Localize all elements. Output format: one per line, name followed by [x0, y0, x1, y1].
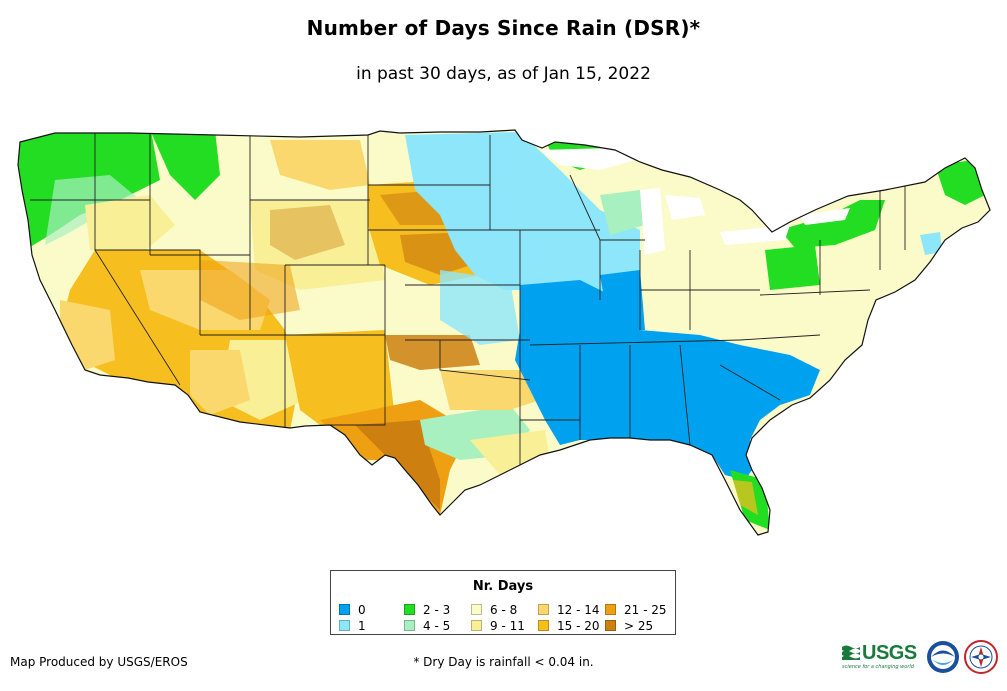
- dry-day-footnote: * Dry Day is rainfall < 0.04 in.: [413, 655, 594, 669]
- legend-item-6: 12 - 14: [538, 604, 600, 616]
- map-subtitle: in past 30 days, as of Jan 15, 2022: [356, 64, 651, 84]
- legend: Nr. Days 0 1 2 - 3 4 - 5 6 - 8 9 - 11 12…: [330, 570, 676, 635]
- legend-swatch: [339, 604, 350, 615]
- noaa-logo-icon: [927, 641, 959, 673]
- map-title: Number of Days Since Rain (DSR)*: [306, 16, 701, 40]
- legend-title: Nr. Days: [472, 579, 534, 594]
- legend-item-3: 4 - 5: [404, 620, 450, 632]
- legend-swatch: [339, 620, 350, 631]
- legend-swatch: [471, 604, 482, 615]
- map-credit: Map Produced by USGS/EROS: [10, 655, 188, 669]
- legend-swatch: [404, 604, 415, 615]
- legend-swatch: [538, 620, 549, 631]
- legend-item-1: 1: [339, 620, 366, 632]
- legend-item-7: 15 - 20: [538, 620, 600, 632]
- legend-swatch: [605, 620, 616, 631]
- legend-swatch: [471, 620, 482, 631]
- legend-item-8: 21 - 25: [605, 604, 667, 616]
- legend-item-9: > 25: [605, 620, 653, 632]
- legend-swatch: [538, 604, 549, 615]
- legend-item-5: 9 - 11: [471, 620, 525, 632]
- usgs-wave-icon: [842, 645, 860, 660]
- legend-swatch: [605, 604, 616, 615]
- legend-swatch: [404, 620, 415, 631]
- usgs-tagline: science for a changing world: [842, 664, 914, 670]
- legend-item-0: 0: [339, 604, 366, 616]
- legend-item-2: 2 - 3: [404, 604, 450, 616]
- agency-logos: USGS science for a changing world: [842, 640, 1002, 674]
- legend-item-4: 6 - 8: [471, 604, 517, 616]
- usgs-logo: USGS: [842, 642, 917, 665]
- nws-logo-icon: [964, 640, 998, 674]
